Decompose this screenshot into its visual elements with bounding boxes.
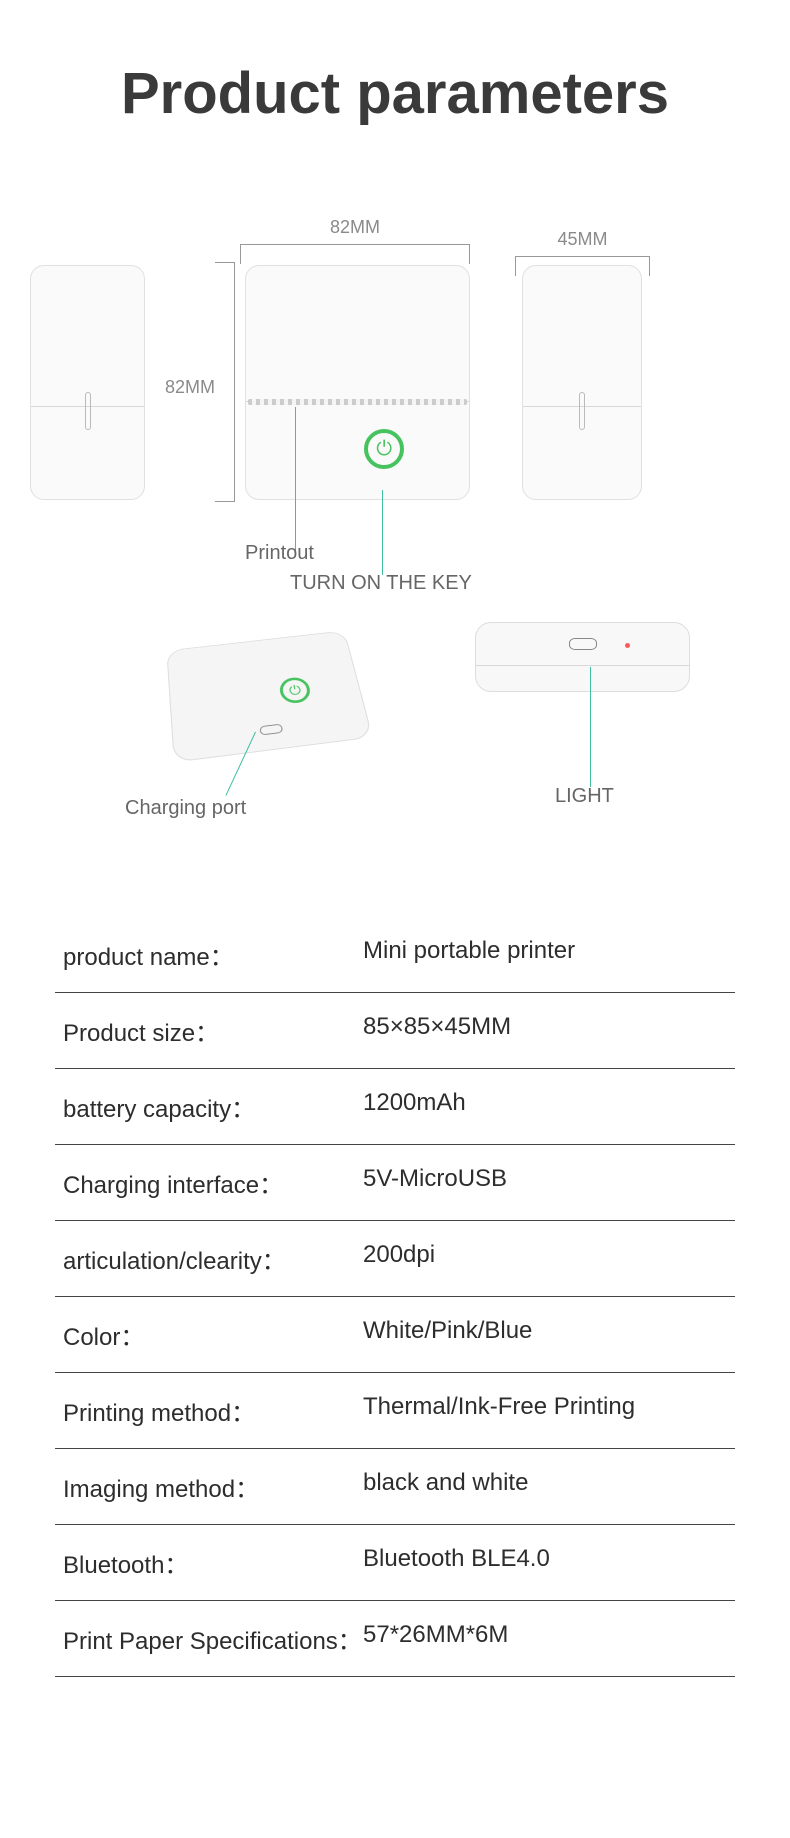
usb-port-icon [259,724,283,736]
spec-label: Imaging method： [63,1469,363,1504]
dim-depth-label: 45MM [515,229,650,250]
spec-row: articulation/clearity：200dpi [55,1221,735,1297]
callout-charging-port: Charging port [125,797,246,820]
spec-row: Bluetooth：Bluetooth BLE4.0 [55,1525,735,1601]
spec-row: Color：White/Pink/Blue [55,1297,735,1373]
spec-row: product name：Mini portable printer [55,917,735,993]
view-back [475,622,690,692]
spec-row: Print Paper Specifications：57*26MM*6M [55,1601,735,1677]
callout-power: TURN ON THE KEY [290,572,472,595]
spec-value: 57*26MM*6M [363,1621,727,1656]
view-iso [130,617,380,817]
dim-height-label: 82MM [165,377,215,398]
spec-value: 85×85×45MM [363,1013,727,1048]
spec-label: Printing method： [63,1393,363,1428]
spec-label: Product size： [63,1013,363,1048]
dim-width-label: 82MM [240,217,470,238]
spec-value: Bluetooth BLE4.0 [363,1545,727,1580]
spec-label: product name： [63,937,363,972]
spec-value: black and white [363,1469,727,1504]
power-icon [364,429,404,469]
spec-value: White/Pink/Blue [363,1317,727,1352]
led-icon [625,643,630,648]
spec-row: Imaging method：black and white [55,1449,735,1525]
spec-row: Product size：85×85×45MM [55,993,735,1069]
view-right [522,265,642,500]
spec-row: Printing method：Thermal/Ink-Free Printin… [55,1373,735,1449]
spec-label: Color： [63,1317,363,1352]
view-left [30,265,145,500]
spec-value: 200dpi [363,1241,727,1276]
spec-label: Charging interface： [63,1165,363,1200]
spec-row: battery capacity：1200mAh [55,1069,735,1145]
spec-label: Print Paper Specifications： [63,1621,363,1656]
spec-value: 1200mAh [363,1089,727,1124]
spec-label: Bluetooth： [63,1545,363,1580]
spec-row: Charging interface：5V-MicroUSB [55,1145,735,1221]
view-front [245,265,470,500]
usb-port-icon [569,638,597,650]
spec-value: Mini portable printer [363,937,727,972]
product-diagram: 82MM 45MM 82MM Printout TURN ON THE KEY [30,217,760,857]
spec-table: product name：Mini portable printerProduc… [55,917,735,1677]
dim-width: 82MM [240,217,470,264]
dim-height: 82MM [175,262,235,502]
page-title: Product parameters [30,60,760,127]
power-icon [278,676,313,705]
callout-light: LIGHT [555,785,614,808]
spec-value: Thermal/Ink-Free Printing [363,1393,727,1428]
spec-label: articulation/clearity： [63,1241,363,1276]
spec-value: 5V-MicroUSB [363,1165,727,1200]
spec-label: battery capacity： [63,1089,363,1124]
callout-printout: Printout [245,542,314,565]
